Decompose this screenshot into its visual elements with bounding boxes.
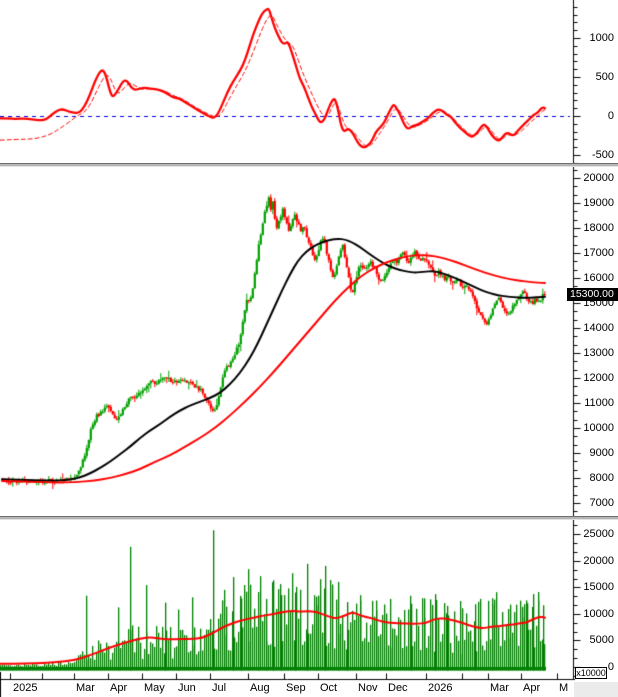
price-panel[interactable] [0, 167, 573, 515]
y-axis-label: 8000 [589, 472, 614, 484]
y-axis-label: 18000 [583, 222, 614, 234]
y-axis-label: 9000 [589, 447, 614, 459]
volume-multiplier-label: x10000 [575, 667, 607, 679]
x-axis-label: Apr [110, 682, 128, 694]
x-axis-label: Aug [250, 682, 270, 694]
y-axis-label: 0 [607, 110, 614, 122]
y-axis-label: -500 [591, 149, 614, 161]
y-axis-label: 11000 [584, 397, 614, 409]
x-axis-label: Nov [358, 682, 378, 694]
y-axis-label: 17000 [583, 247, 614, 259]
y-axis-label: 1000 [589, 32, 614, 44]
x-axis-label: Jun [178, 682, 196, 694]
x-axis-label: May [144, 682, 165, 694]
panel-divider[interactable] [0, 163, 618, 167]
x-axis-label: Oct [320, 682, 338, 694]
x-axis-label: Mar [76, 682, 95, 694]
x-axis-label: Mar [490, 682, 509, 694]
y-axis-label: 20000 [583, 555, 614, 567]
x-axis-label: Apr [523, 682, 541, 694]
y-axis-label: 5000 [589, 634, 614, 646]
y-axis-label: 16000 [583, 272, 614, 284]
y-axis-label: 13000 [583, 347, 614, 359]
y-axis-label: 500 [595, 71, 614, 83]
volume-panel[interactable] [0, 520, 573, 670]
y-axis-label: 15000 [583, 581, 614, 593]
y-axis-label: 12000 [583, 372, 614, 384]
x-axis-label: M [559, 682, 569, 694]
last-price-badge: 15300.00 [567, 288, 618, 301]
x-axis-label: Sep [286, 682, 306, 694]
axis-corner [574, 682, 618, 697]
y-axis-label: 10000 [583, 422, 614, 434]
y-axis-label: 19000 [583, 197, 614, 209]
y-axis-label: 20000 [583, 172, 614, 184]
y-axis-label: 14000 [583, 322, 614, 334]
panel-divider[interactable] [0, 516, 618, 520]
x-axis-label: Dec [388, 682, 408, 694]
x-axis-label: 2026 [428, 682, 453, 694]
y-axis-label: 10000 [583, 608, 614, 620]
x-axis-label: 2025 [13, 682, 38, 694]
oscillator-panel[interactable] [0, 0, 573, 163]
y-axis-label: 25000 [583, 528, 614, 540]
y-axis-label: 0 [607, 661, 614, 673]
y-axis-label: 7000 [589, 497, 614, 509]
x-axis-label: Jul [212, 682, 227, 694]
